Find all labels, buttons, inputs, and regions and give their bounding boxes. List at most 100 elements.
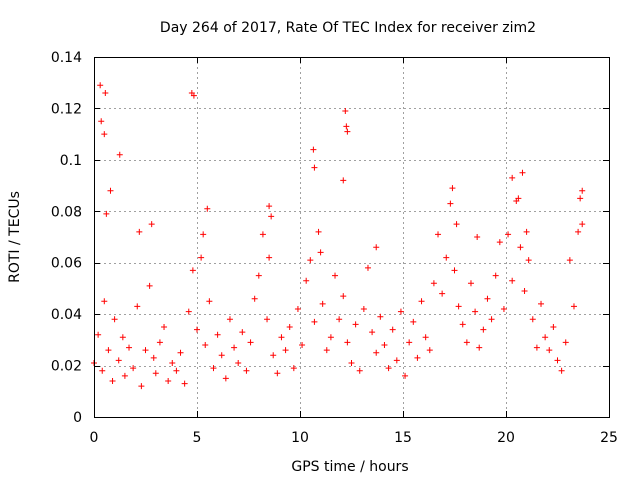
data-point	[579, 187, 586, 194]
data-point	[484, 295, 491, 302]
data-point	[303, 277, 310, 284]
data-point	[352, 321, 359, 328]
data-point	[570, 303, 577, 310]
y-tick-label: 0.04	[51, 307, 82, 323]
data-point	[218, 352, 225, 359]
data-point	[521, 288, 528, 294]
data-point	[99, 367, 106, 374]
data-point	[266, 203, 273, 210]
data-point	[194, 326, 200, 333]
data-point	[348, 360, 355, 366]
data-point	[562, 339, 569, 346]
data-point	[307, 257, 314, 264]
data-point	[474, 234, 481, 240]
data-point	[102, 90, 109, 96]
data-point	[505, 231, 512, 238]
data-point	[373, 244, 380, 251]
data-point	[181, 380, 188, 387]
y-tick-label: 0.12	[51, 101, 82, 117]
data-point	[311, 164, 318, 171]
data-point	[577, 195, 584, 202]
data-point	[579, 221, 586, 228]
data-point	[509, 277, 516, 284]
data-point	[327, 334, 334, 341]
data-point	[282, 347, 289, 354]
data-point	[542, 334, 549, 341]
data-point	[385, 365, 392, 372]
data-point	[161, 324, 168, 330]
data-point	[447, 200, 454, 207]
data-point	[198, 254, 205, 261]
x-tick-label: 0	[90, 430, 99, 446]
data-points	[91, 82, 586, 390]
data-point	[239, 329, 246, 336]
data-point	[294, 306, 301, 312]
data-point	[406, 339, 413, 346]
data-point	[360, 306, 367, 312]
y-tick-label: 0.1	[60, 153, 82, 169]
data-point	[381, 342, 388, 348]
data-point	[377, 313, 384, 320]
data-point	[523, 228, 530, 235]
data-point	[146, 282, 153, 289]
y-axis-label: ROTI / TECUs	[7, 191, 23, 283]
data-point	[342, 108, 349, 114]
data-point	[200, 231, 207, 238]
data-point	[500, 306, 507, 312]
data-point	[397, 308, 404, 315]
data-point	[134, 303, 141, 310]
data-point	[210, 365, 217, 372]
x-axis-label: GPS time / hours	[291, 459, 408, 475]
data-point	[529, 316, 536, 323]
data-point	[156, 339, 163, 346]
data-point	[519, 169, 526, 176]
data-point	[286, 324, 293, 330]
data-point	[393, 357, 400, 364]
data-point	[467, 280, 474, 287]
y-tick-label: 0.08	[51, 204, 82, 220]
data-point	[247, 339, 254, 346]
data-point	[115, 357, 122, 364]
data-point	[402, 372, 409, 379]
data-point	[103, 210, 110, 217]
data-point	[476, 344, 483, 351]
data-point	[189, 267, 196, 274]
data-point	[317, 249, 324, 256]
data-point	[459, 321, 466, 328]
data-point	[119, 334, 126, 341]
data-point	[231, 344, 238, 351]
data-point	[336, 316, 343, 323]
data-point	[488, 316, 495, 323]
chart-title: Day 264 of 2017, Rate Of TEC Index for r…	[160, 20, 536, 36]
x-tick-label: 25	[600, 430, 618, 446]
data-point	[480, 326, 487, 333]
data-point	[451, 267, 458, 274]
data-point	[95, 331, 102, 338]
data-point	[449, 185, 456, 192]
data-point	[310, 146, 317, 153]
data-point	[332, 272, 339, 279]
data-point	[251, 295, 258, 302]
data-point	[414, 354, 421, 361]
data-point	[243, 367, 250, 374]
data-point	[98, 118, 105, 125]
data-point	[344, 128, 351, 135]
x-tick-label: 20	[497, 430, 515, 446]
data-point	[299, 342, 306, 348]
y-tick-label: 0.02	[51, 359, 82, 375]
data-point	[422, 334, 429, 341]
data-point	[311, 318, 318, 325]
data-point	[121, 372, 128, 379]
data-point	[356, 367, 363, 374]
data-point	[443, 254, 450, 261]
data-point	[373, 349, 380, 356]
data-point	[116, 151, 123, 158]
data-point	[105, 347, 112, 354]
data-point	[509, 174, 516, 181]
data-point	[554, 357, 561, 364]
data-point	[319, 300, 326, 307]
data-point	[575, 228, 582, 235]
y-tick-label: 0.14	[51, 50, 82, 66]
data-point	[259, 231, 266, 238]
data-point	[101, 298, 108, 305]
